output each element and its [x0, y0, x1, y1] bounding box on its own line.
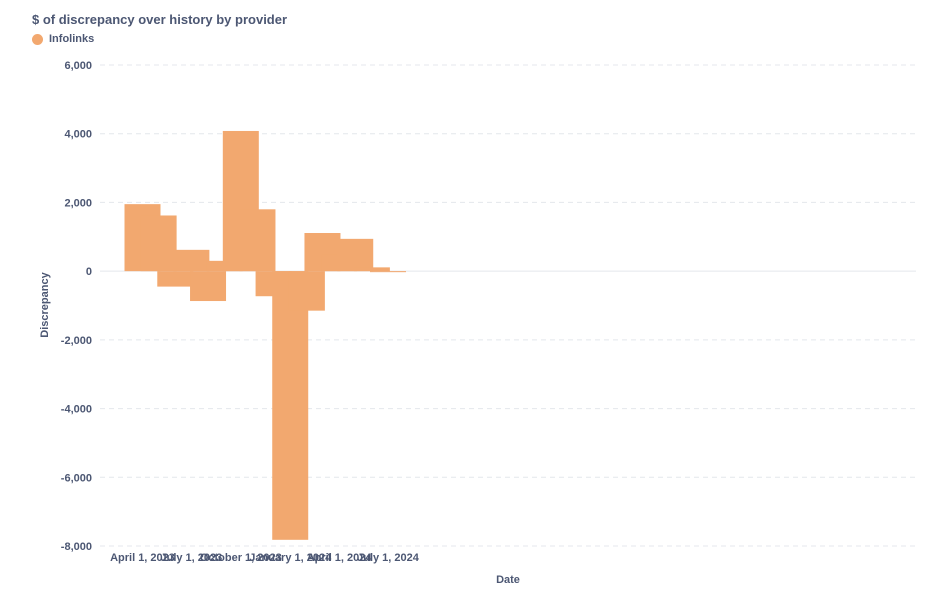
y-tick-label: -4,000: [61, 404, 92, 416]
legend[interactable]: Infolinks: [32, 33, 94, 45]
y-tick-label: -6,000: [61, 472, 92, 484]
x-tick-label: July 1, 2023: [160, 552, 222, 564]
x-tick-label: April 1, 2023: [110, 552, 175, 564]
bar: [272, 271, 309, 540]
y-tick-label: -2,000: [61, 335, 92, 347]
x-tick-label: July 1, 2024: [357, 552, 420, 564]
x-tick-label: January 1, 2024: [249, 552, 332, 564]
bar: [190, 271, 227, 302]
y-tick-label: 0: [86, 266, 92, 278]
bar: [173, 249, 210, 272]
bar: [353, 267, 390, 272]
bar: [157, 271, 194, 287]
chart-title: $ of discrepancy over history by provide…: [32, 12, 288, 27]
y-axis-title: Discrepancy: [39, 271, 51, 337]
y-tick-label: 4,000: [64, 129, 92, 141]
x-axis-title: Date: [496, 574, 520, 586]
y-tick-label: 6,000: [64, 60, 92, 72]
legend-swatch: [32, 33, 43, 45]
bar: [140, 215, 177, 272]
legend-label-infolinks: Infolinks: [49, 33, 95, 45]
bar: [239, 209, 276, 272]
bar: [288, 271, 325, 311]
x-tick-label: April 1, 2024: [307, 552, 373, 564]
x-tick-label: October 1, 2023: [200, 552, 282, 564]
y-tick-label: 2,000: [64, 197, 92, 209]
bar: [370, 271, 407, 273]
bar: [337, 238, 374, 272]
y-tick-label: -8,000: [61, 541, 92, 553]
